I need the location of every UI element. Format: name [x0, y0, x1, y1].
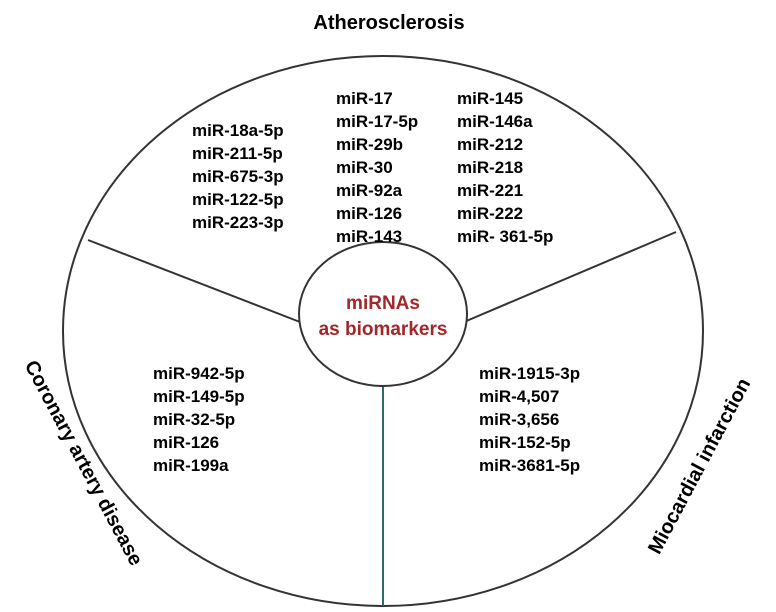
mirna-item: miR-3681-5p: [479, 456, 580, 475]
mirna-item: miR-146a: [457, 112, 533, 131]
mirna-item: miR- 361-5p: [457, 227, 553, 246]
atherosclerosis-column-3: miR-145 miR-146a miR-212 miR-218 miR-221 miR-…: [457, 89, 553, 246]
mirna-item: miR-675-3p: [192, 167, 284, 186]
mirna-item: miR-942-5p: [153, 364, 245, 383]
mirna-item: miR-211-5p: [192, 144, 283, 163]
mirna-item: miR-17-5p: [336, 112, 418, 131]
divider-right: [463, 231, 677, 323]
mirna-item: miR-17: [336, 89, 393, 108]
mirna-item: miR-3,656: [479, 410, 559, 429]
divider-left: [87, 239, 301, 323]
mirna-item: miR-92a: [336, 181, 403, 200]
mirna-item: miR-199a: [153, 456, 229, 475]
center-label-line1: miRNAs: [346, 293, 420, 314]
mirna-item: miR-143: [336, 227, 402, 246]
mirna-item: miR-30: [336, 158, 393, 177]
atherosclerosis-column-2: miR-17 miR-17-5p miR-29b miR-30 miR-92a miR-1…: [336, 89, 418, 246]
center-label-line2: as biomarkers: [319, 319, 448, 340]
mirna-item: miR-152-5p: [479, 433, 571, 452]
mirna-item: miR-122-5p: [192, 190, 284, 209]
mirna-item: miR-212: [457, 135, 523, 154]
mirna-item: miR-222: [457, 204, 523, 223]
center-circle: [298, 241, 468, 387]
mirna-item: miR-126: [153, 433, 219, 452]
title-coronary-artery-disease: Coronary artery disease: [20, 357, 147, 570]
mirna-item: miR-145: [457, 89, 523, 108]
mirna-item: miR-126: [336, 204, 402, 223]
mirna-item: miR-4,507: [479, 387, 559, 406]
mirna-item: miR-149-5p: [153, 387, 245, 406]
mirna-item: miR-29b: [336, 135, 403, 154]
mirna-item: miR-1915-3p: [479, 364, 580, 383]
mirna-item: miR-223-3p: [192, 213, 284, 232]
myocardial-infarction-list: miR-1915-3p miR-4,507 miR-3,656 miR-152-5p m…: [479, 364, 580, 475]
mirna-item: miR-32-5p: [153, 410, 235, 429]
mirna-item: miR-18a-5p: [192, 121, 284, 140]
coronary-artery-disease-list: miR-942-5p miR-149-5p miR-32-5p miR-126 miR-…: [153, 364, 245, 475]
mirna-item: miR-221: [457, 181, 523, 200]
atherosclerosis-column-1: miR-18a-5p miR-211-5p miR-675-3p miR-122-5p…: [192, 121, 284, 232]
title-atherosclerosis: Atherosclerosis: [313, 12, 464, 34]
mirna-item: miR-218: [457, 158, 523, 177]
